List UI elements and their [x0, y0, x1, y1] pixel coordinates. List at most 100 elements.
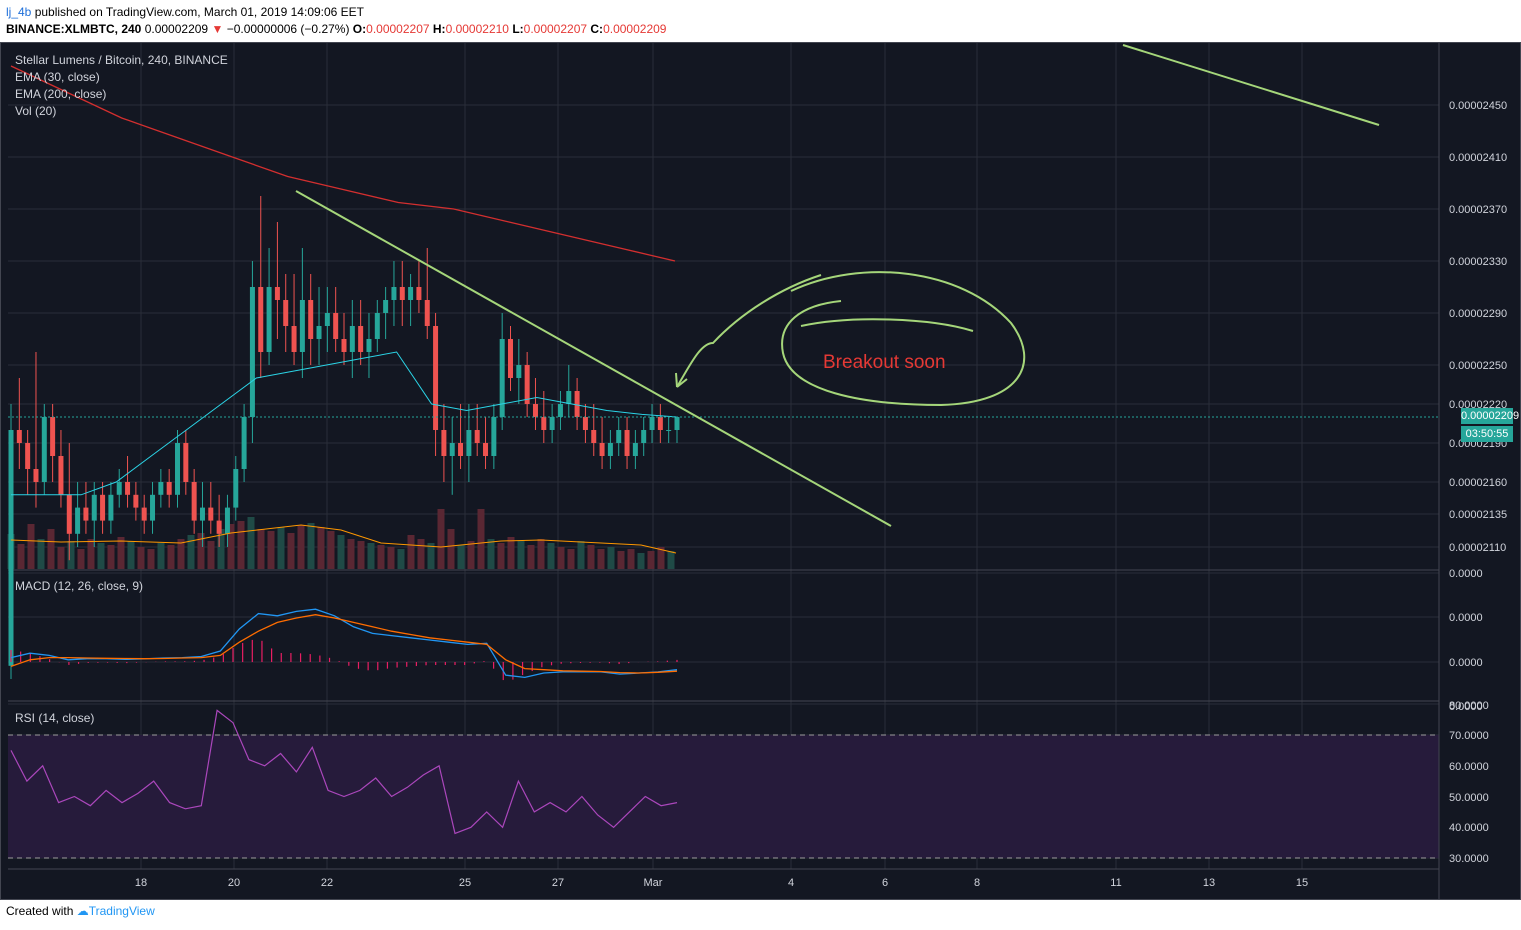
volume-bar [607, 547, 615, 569]
candle-body [316, 326, 322, 339]
volume-bar [637, 553, 645, 569]
chart-area[interactable]: Breakout soon 0.00002450 0.00002410 0.0000… [0, 42, 1521, 900]
time-tick-label: 22 [321, 877, 333, 889]
candle-body [374, 313, 380, 339]
volume-bar [207, 541, 215, 569]
candle-body [108, 494, 114, 521]
trendline-descending [295, 190, 892, 527]
time-tick-label: 13 [1203, 877, 1215, 889]
candle-body [466, 430, 472, 456]
candle-body [399, 287, 405, 300]
candle-body [199, 507, 205, 521]
legend-macd[interactable]: MACD (12, 26, close, 9) [15, 579, 144, 593]
rsi-band [8, 735, 1439, 858]
volume-bar [357, 541, 365, 569]
macd-tick-label: 0.0000 [1449, 701, 1483, 713]
price-tick-label: 0.0000 [1449, 568, 1483, 580]
time-tick-label: Mar [644, 877, 663, 889]
candle-body [66, 494, 72, 534]
legend-volume[interactable]: Vol (20) [15, 104, 57, 118]
volume-bar [657, 547, 665, 569]
symbol-label: BINANCE:XLMBTC, 240 [6, 22, 142, 36]
candle-body [391, 287, 397, 300]
rsi-tick-label: 30.0000 [1449, 853, 1489, 865]
candle-body [150, 494, 156, 521]
candle-body [141, 507, 147, 521]
low-value: 0.00002207 [523, 22, 588, 36]
candle-body [366, 339, 372, 352]
candle-body [408, 287, 414, 300]
candle-body [599, 443, 605, 456]
candle-body [566, 391, 572, 404]
rsi-tick-label: 50.0000 [1449, 792, 1489, 804]
footer: Created with ☁TradingView [6, 904, 155, 918]
candle-body [624, 430, 630, 456]
volume-bar [477, 509, 485, 569]
volume-bar [407, 535, 415, 569]
legend-title: Stellar Lumens / Bitcoin, 240, BINANCE [15, 53, 228, 67]
candle-body [299, 300, 305, 352]
last-price-tag: 0.00002209 [1461, 408, 1520, 424]
volume-bar [537, 539, 545, 569]
candle-body [333, 313, 339, 339]
candle-body [224, 507, 230, 534]
tradingview-brand[interactable]: TradingView [88, 904, 155, 918]
time-tick-label: 18 [135, 877, 147, 889]
volume-bar [617, 551, 625, 569]
volume-bar [197, 533, 205, 569]
open-value: 0.00002207 [366, 22, 430, 36]
volume-bar [577, 541, 585, 569]
volume-bar [247, 517, 255, 569]
volume-bar [237, 521, 245, 569]
candle-body [549, 417, 555, 430]
volume-bar [97, 543, 105, 569]
volume-bar [277, 527, 285, 569]
legend-ema200[interactable]: EMA (200, close) [15, 87, 107, 101]
candle-body [283, 300, 289, 326]
volume-bar [397, 549, 405, 569]
volume-bar [17, 544, 25, 569]
last-price: 0.00002209 [144, 22, 209, 36]
candle-body [541, 417, 547, 430]
volume-bar [47, 529, 55, 569]
candle-body [449, 443, 455, 456]
candle-body [591, 430, 597, 443]
candles [8, 196, 680, 679]
rsi-tick-label: 60.0000 [1449, 761, 1489, 773]
volume-bar [217, 529, 225, 569]
candle-body [557, 404, 563, 417]
candle-body [516, 365, 522, 378]
candle-body [358, 326, 364, 352]
author-link[interactable]: lj_4b [6, 5, 32, 19]
volume-bar [437, 509, 445, 569]
candle-body [208, 507, 214, 521]
legend-ema30[interactable]: EMA (30, close) [15, 70, 100, 84]
low-label: L: [512, 22, 524, 36]
price-axis-ticks: 0.00002450 0.00002410 0.00002370 0.00002330… [1449, 100, 1507, 580]
volume-bar [297, 525, 305, 569]
volume-bar [187, 535, 195, 569]
volume-bar [377, 545, 385, 569]
volume-bar [507, 537, 515, 569]
time-tick-label: 25 [459, 877, 471, 889]
candle-body [33, 469, 39, 482]
annotation-ellipse-outer [781, 271, 1026, 407]
chart-svg[interactable]: Breakout soon 0.000024500.000024100.0000… [1, 43, 1520, 899]
tradingview-logo-icon[interactable]: ☁ [76, 904, 89, 918]
volume-bar [497, 543, 505, 569]
annotation-ellipse-inner [800, 318, 974, 332]
candle-body [158, 482, 164, 495]
candle-body [91, 494, 97, 521]
candle-body [441, 430, 447, 456]
candle-body [25, 443, 31, 469]
legend-rsi[interactable]: RSI (14, close) [15, 711, 95, 725]
candle-body [416, 287, 422, 300]
volume-bar [227, 524, 235, 569]
rsi-tick-label: 40.0000 [1449, 822, 1489, 834]
candle-body [641, 430, 647, 443]
candle-body [458, 443, 464, 456]
candle-body [508, 339, 513, 378]
candle-body [616, 430, 622, 443]
candle-body [116, 482, 122, 495]
volume-bar [177, 539, 185, 569]
